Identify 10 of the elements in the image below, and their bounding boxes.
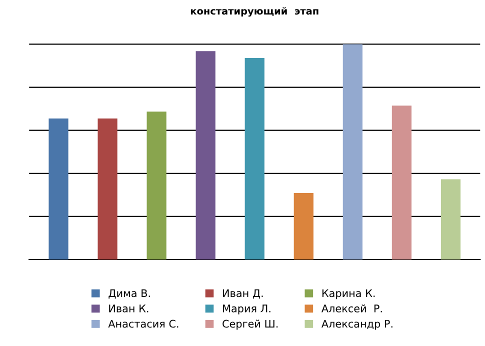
legend-label: Анастасия С.: [108, 320, 178, 328]
legend-label: Иван Д.: [223, 289, 263, 299]
legend-label: Алексей Р.: [321, 304, 382, 312]
legend-label: Сергей Ш.: [222, 320, 278, 330]
legend-label: Карина К.: [322, 289, 375, 300]
chart-title: констатирующий этап: [190, 7, 318, 17]
legend-label: Иван К.: [109, 304, 148, 312]
legend-label: Александр Р.: [321, 320, 392, 330]
legend-label: Мария Л.: [223, 304, 270, 314]
legend-label: Дима В.: [108, 289, 150, 299]
